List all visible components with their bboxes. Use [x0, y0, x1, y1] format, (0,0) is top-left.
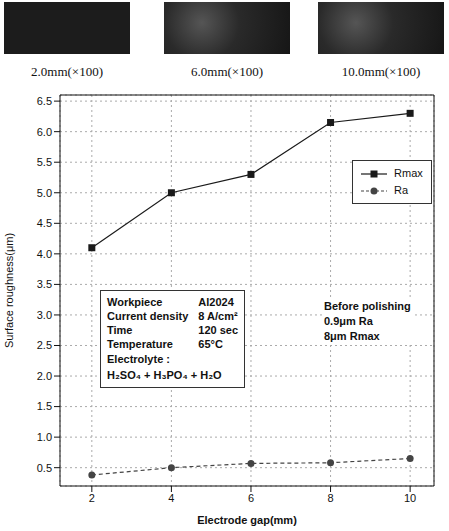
svg-text:2: 2: [89, 492, 95, 504]
html-text:Workpiece: Workpiece: [107, 296, 163, 308]
html-text:65°C: 65°C: [198, 338, 223, 350]
svg-text:6.0: 6.0: [37, 126, 52, 138]
html-text:8μm Rmax: 8μm Rmax: [324, 330, 380, 342]
svg-text:0.5: 0.5: [37, 462, 52, 474]
html-text:Time: Time: [107, 324, 133, 336]
svg-text:5.0: 5.0: [37, 187, 52, 199]
html-text:8 A/cm²: 8 A/cm²: [198, 310, 238, 322]
svg-text:2.5: 2.5: [37, 339, 52, 351]
svg-text:6: 6: [248, 492, 254, 504]
svg-text:1.0: 1.0: [37, 431, 52, 443]
svg-text:1.5: 1.5: [37, 400, 52, 412]
svg-text:5.5: 5.5: [37, 156, 52, 168]
html-text:Electrolyte :: Electrolyte :: [107, 353, 170, 365]
html-text:Ra: Ra: [394, 184, 409, 196]
svg-text:4: 4: [168, 492, 174, 504]
html-text:Temperature: Temperature: [107, 338, 173, 350]
svg-text:3.0: 3.0: [37, 309, 52, 321]
svg-text:Electrode gap(mm): Electrode gap(mm): [197, 514, 297, 526]
html-text:0.9μm Ra: 0.9μm Ra: [324, 315, 373, 327]
svg-text:4.0: 4.0: [37, 248, 52, 260]
svg-text:10: 10: [404, 492, 416, 504]
html-text:2.0mm(×100): 2.0mm(×100): [31, 64, 103, 79]
svg-text:6.5: 6.5: [37, 95, 52, 107]
svg-text:8: 8: [327, 492, 333, 504]
html-text:H₂SO₄ + H₃PO₄ + H₂O: H₂SO₄ + H₃PO₄ + H₂O: [107, 369, 222, 381]
html-text:Rmax: Rmax: [394, 167, 423, 179]
svg-text:2.0: 2.0: [37, 370, 52, 382]
svg-text:4.5: 4.5: [37, 217, 52, 229]
html-text:120 sec: 120 sec: [198, 324, 239, 336]
svg-text:3.5: 3.5: [37, 278, 52, 290]
html-text:Al2024: Al2024: [198, 296, 234, 308]
html-text:Before polishing: Before polishing: [324, 300, 411, 312]
html-text:6.0mm(×100): 6.0mm(×100): [191, 64, 263, 79]
html-text:10.0mm(×100): 10.0mm(×100): [341, 64, 421, 79]
html-text:Current density: Current density: [107, 310, 189, 322]
svg-text:Surface roughness(μm): Surface roughness(μm): [3, 233, 15, 348]
